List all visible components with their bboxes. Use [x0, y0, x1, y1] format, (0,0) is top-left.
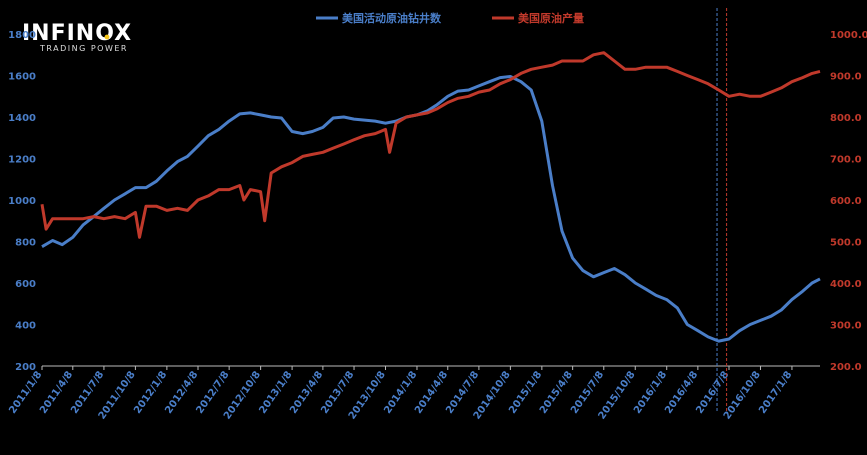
- legend-label-1: 美国活动原油钻井数: [342, 11, 442, 25]
- legend: 美国活动原油钻井数 美国原油产量: [316, 11, 584, 25]
- left-y-tick-label: 600: [15, 279, 36, 290]
- brand-tagline: TRADING POWER: [39, 44, 128, 53]
- right-y-tick-label: 1000.0: [830, 30, 867, 41]
- right-y-tick-label: 200.0: [830, 362, 862, 373]
- x-tick-label: 2017/1/8: [757, 369, 794, 416]
- left-y-tick-label: 1200: [8, 155, 36, 166]
- right-y-tick-label: 700.0: [830, 155, 862, 166]
- left-y-tick-label: 1600: [8, 72, 36, 83]
- brand-logo: INFINOX TRADING POWER: [22, 21, 132, 53]
- right-y-tick-label: 800.0: [830, 113, 862, 124]
- right-y-tick-label: 400.0: [830, 279, 862, 290]
- logo-accent-dot: [104, 34, 110, 40]
- vertical-markers: [716, 8, 728, 412]
- right-y-tick-label: 600.0: [830, 196, 862, 207]
- legend-label-2: 美国原油产量: [518, 11, 584, 25]
- left-y-tick-label: 400: [15, 321, 36, 332]
- series-line-1: [41, 75, 821, 343]
- series-line-2: [40, 51, 821, 239]
- left-y-tick-label: 1000: [8, 196, 36, 207]
- brand-name: INFINOX: [22, 21, 132, 46]
- series-lines: [40, 51, 821, 343]
- left-y-tick-label: 1400: [8, 113, 36, 124]
- right-y-tick-label: 300.0: [830, 321, 862, 332]
- left-y-tick-label: 800: [15, 238, 36, 249]
- left-y-tick-label: 200: [15, 362, 36, 373]
- left-y-tick-label: 1800: [8, 30, 36, 41]
- right-y-tick-label: 900.0: [830, 72, 862, 83]
- right-y-tick-label: 500.0: [830, 238, 862, 249]
